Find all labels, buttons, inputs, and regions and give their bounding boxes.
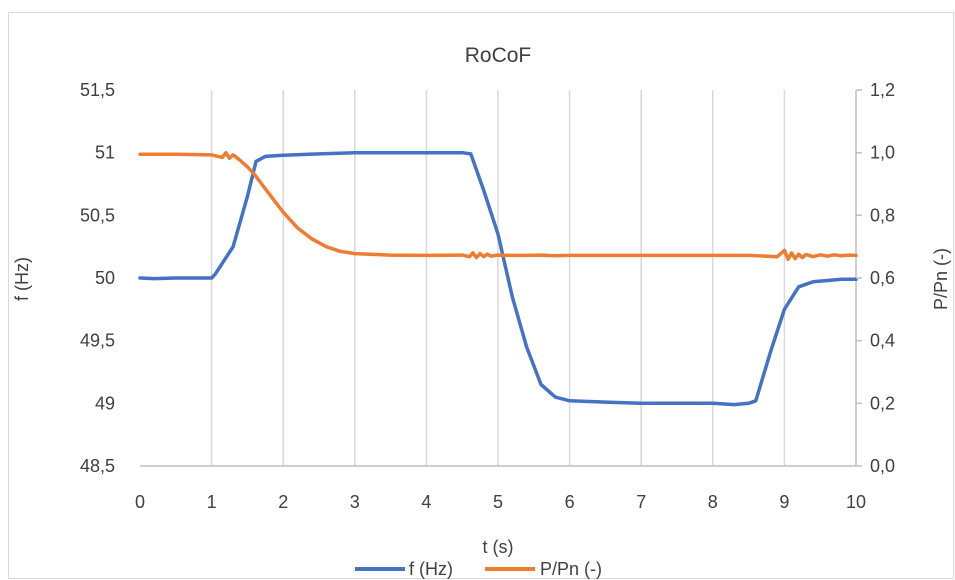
y2-tick-label: 0,4 xyxy=(870,331,895,351)
x-tick-label: 0 xyxy=(135,492,145,512)
series-lines xyxy=(138,150,858,407)
y2-tick-label: 0,6 xyxy=(870,268,895,288)
x-tick-label: 5 xyxy=(493,492,503,512)
series-line-power xyxy=(138,150,858,261)
y2-tick-label: 1,0 xyxy=(870,143,895,163)
y2-tick-label: 1,2 xyxy=(870,80,895,100)
x-tick-label: 4 xyxy=(421,492,431,512)
x-tick-label: 2 xyxy=(278,492,288,512)
x-tick-label: 7 xyxy=(636,492,646,512)
y-tick-label: 51 xyxy=(95,143,115,163)
y-tick-label: 51,5 xyxy=(80,80,115,100)
y-tick-label: 49 xyxy=(95,393,115,413)
x-tick-label: 9 xyxy=(779,492,789,512)
series-line-frequency xyxy=(138,150,858,407)
y2-tick-label: 0,0 xyxy=(870,456,895,476)
legend-label-f: f (Hz) xyxy=(409,559,453,579)
y2-tick-label: 0,2 xyxy=(870,393,895,413)
tick-labels: 0 1 2 3 4 5 6 7 8 9 10 48,5 49 49,5 50 50,5 51 51,5 0,0 0,2… xyxy=(80,80,895,512)
x-tick-label: 3 xyxy=(350,492,360,512)
x-tick-label: 8 xyxy=(708,492,718,512)
y2-axis-title: P/Pn (-) xyxy=(931,248,951,310)
x-axis-title: t (s) xyxy=(483,537,514,557)
chart-title: RoCoF xyxy=(465,44,532,67)
x-tick-label: 10 xyxy=(846,492,866,512)
chart-area xyxy=(8,12,954,579)
legend: f (Hz) P/Pn (-) xyxy=(355,559,602,579)
y2-tick-label: 0,8 xyxy=(870,205,895,225)
y-tick-label: 48,5 xyxy=(80,456,115,476)
x-tick-label: 1 xyxy=(207,492,217,512)
y-axis-title: f (Hz) xyxy=(12,257,32,301)
y-tick-label: 50 xyxy=(95,268,115,288)
gridlines xyxy=(210,90,786,466)
legend-label-p: P/Pn (-) xyxy=(540,559,602,579)
y-tick-label: 49,5 xyxy=(80,331,115,351)
y-tick-label: 50,5 xyxy=(80,205,115,225)
x-tick-label: 6 xyxy=(565,492,575,512)
